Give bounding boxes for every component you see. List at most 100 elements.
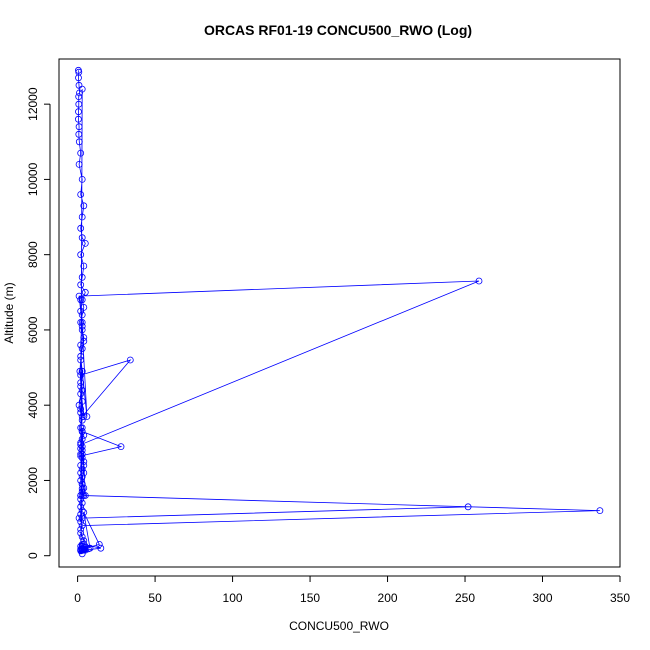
data-point <box>95 541 103 548</box>
data-point <box>78 473 86 481</box>
y-axis-label: Altitude (m) <box>2 282 16 343</box>
data-point <box>78 485 86 493</box>
data-point <box>80 262 88 270</box>
y-tick-label: 6000 <box>26 316 40 343</box>
data-point <box>76 367 84 375</box>
data-point <box>80 431 88 439</box>
data-point <box>77 379 85 387</box>
data-point <box>78 367 86 375</box>
y-axis: 0 2000 4000 6000 8000 10000 12000 <box>26 87 51 559</box>
x-axis: 0 50 100 150 200 250 300 350 <box>74 575 630 605</box>
data-point <box>78 345 86 353</box>
data-point <box>78 413 86 420</box>
data-point <box>75 93 83 100</box>
data-point <box>75 100 83 108</box>
data-point <box>75 123 83 131</box>
y-tick-label: 8000 <box>26 241 40 268</box>
data-point <box>78 397 86 405</box>
data-point <box>78 311 86 319</box>
data-point <box>77 371 85 379</box>
data-point <box>77 149 85 157</box>
data-point <box>77 441 85 449</box>
data-point <box>77 191 85 198</box>
data-point <box>77 452 85 460</box>
data-point <box>77 503 85 511</box>
data-point <box>85 545 92 553</box>
data-point <box>78 522 86 529</box>
data-point <box>596 507 604 515</box>
series-line <box>77 70 600 554</box>
data-point <box>77 518 85 526</box>
x-tick-label: 150 <box>300 591 320 605</box>
data-point <box>78 318 86 326</box>
data-point <box>77 529 85 537</box>
data-point <box>75 74 82 82</box>
data-point <box>78 454 86 462</box>
data-point <box>78 465 86 473</box>
data-point <box>97 544 105 552</box>
data-point <box>77 352 85 360</box>
x-tick-label: 300 <box>532 591 552 605</box>
data-point <box>75 130 83 138</box>
data-point <box>78 416 86 424</box>
data-point <box>80 413 88 420</box>
x-tick-label: 200 <box>378 591 398 605</box>
data-point <box>83 413 91 420</box>
x-tick-label: 0 <box>74 591 81 605</box>
data-point <box>77 390 85 398</box>
data-point <box>77 382 85 390</box>
data-point <box>78 428 86 435</box>
plot-frame <box>58 58 621 568</box>
series-layer <box>75 66 604 558</box>
x-tick-label: 100 <box>223 591 243 605</box>
y-tick-label: 4000 <box>26 392 40 419</box>
data-point <box>78 550 86 558</box>
data-point <box>78 175 86 183</box>
data-point <box>75 514 83 522</box>
y-tick-label: 2000 <box>26 467 40 494</box>
data-point <box>77 477 85 484</box>
data-point <box>81 545 89 553</box>
data-point <box>78 326 86 334</box>
data-point <box>77 281 85 289</box>
data-point <box>78 213 86 221</box>
x-tick-label: 250 <box>455 591 475 605</box>
data-point <box>78 480 86 488</box>
data-point <box>75 160 83 168</box>
data-point <box>75 138 83 146</box>
data-point <box>77 251 85 259</box>
data-point <box>77 307 85 315</box>
data-point <box>77 461 85 469</box>
data-point <box>81 288 89 296</box>
x-axis-label: CONCU500_RWO <box>289 619 389 633</box>
data-point <box>81 239 89 247</box>
data-point <box>77 405 85 413</box>
data-point <box>77 296 85 304</box>
data-point <box>75 108 82 116</box>
data-point <box>77 526 85 533</box>
y-tick-label: 10000 <box>26 162 40 196</box>
data-point <box>78 443 86 451</box>
data-point <box>80 469 88 477</box>
data-point <box>77 492 85 499</box>
data-point <box>77 341 85 349</box>
data-point <box>75 292 83 300</box>
data-point <box>78 424 86 432</box>
data-point <box>78 273 86 281</box>
data-point <box>80 461 88 469</box>
data-point <box>78 322 86 330</box>
data-point <box>78 234 86 242</box>
data-point <box>475 277 483 285</box>
x-tick-label: 350 <box>610 591 630 605</box>
data-point <box>77 356 85 364</box>
x-tick-label: 50 <box>148 591 162 605</box>
data-point <box>78 499 86 507</box>
data-point <box>80 509 88 516</box>
data-point <box>126 356 134 364</box>
data-point <box>77 224 85 232</box>
data-point <box>117 443 125 451</box>
data-point <box>77 469 85 477</box>
y-tick-label: 0 <box>26 552 40 559</box>
chart-title: ORCAS RF01-19 CONCU500_RWO (Log) <box>204 22 472 38</box>
